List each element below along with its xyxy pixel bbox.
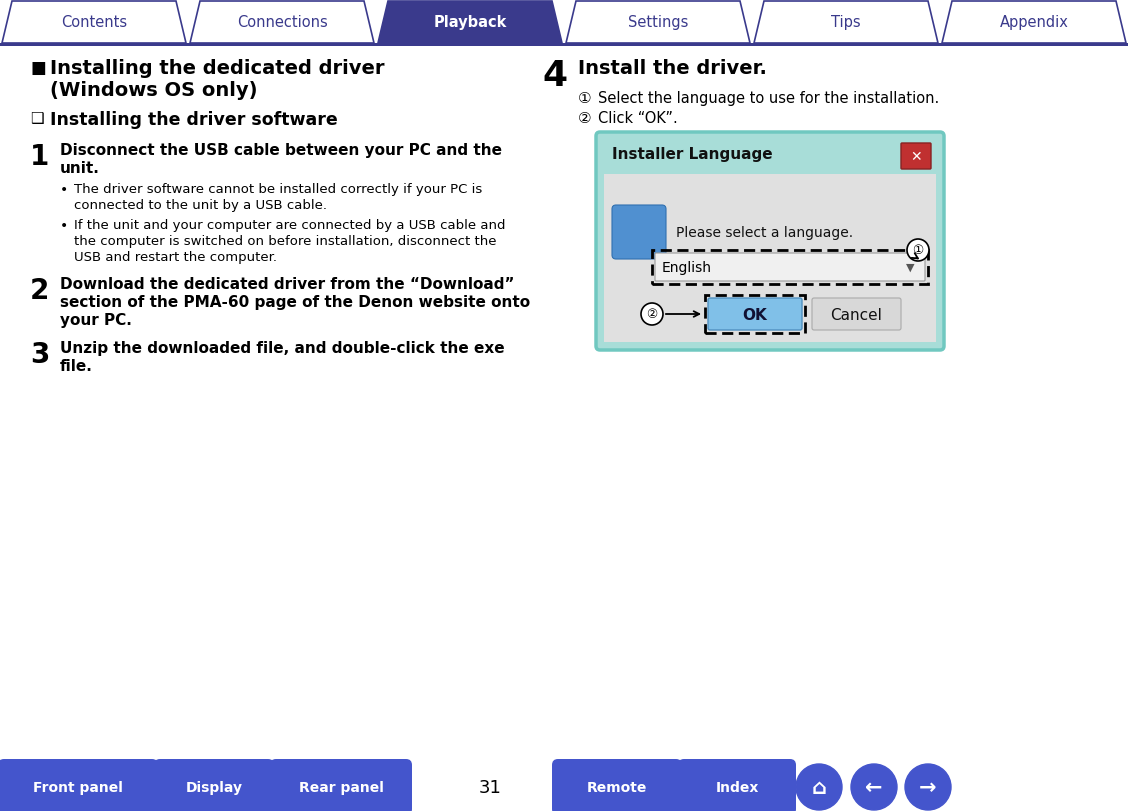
Text: Disconnect the USB cable between your PC and the: Disconnect the USB cable between your PC… xyxy=(60,143,502,158)
Circle shape xyxy=(851,764,897,810)
Text: OK: OK xyxy=(742,307,767,322)
Text: ①: ① xyxy=(578,91,591,106)
Text: English: English xyxy=(662,260,712,275)
Text: (Windows OS only): (Windows OS only) xyxy=(50,81,257,100)
Text: 1: 1 xyxy=(30,143,50,171)
Text: ②: ② xyxy=(578,111,591,126)
Text: section of the PMA-60 page of the Denon website onto: section of the PMA-60 page of the Denon … xyxy=(60,294,530,310)
Text: Installing the dedicated driver: Installing the dedicated driver xyxy=(50,59,385,78)
Text: ✕: ✕ xyxy=(910,150,922,164)
Text: •: • xyxy=(60,182,69,197)
Text: connected to the unit by a USB cable.: connected to the unit by a USB cable. xyxy=(74,199,327,212)
Text: Display: Display xyxy=(185,780,243,794)
FancyBboxPatch shape xyxy=(708,298,802,331)
FancyBboxPatch shape xyxy=(596,133,944,350)
Text: 2: 2 xyxy=(30,277,50,305)
Bar xyxy=(705,296,805,333)
Text: Appendix: Appendix xyxy=(999,15,1068,29)
Circle shape xyxy=(905,764,951,810)
FancyBboxPatch shape xyxy=(613,206,666,260)
FancyBboxPatch shape xyxy=(901,144,931,169)
Text: your PC.: your PC. xyxy=(60,312,132,328)
Polygon shape xyxy=(942,2,1126,44)
Polygon shape xyxy=(566,2,750,44)
Bar xyxy=(603,139,936,173)
Text: ⌂: ⌂ xyxy=(811,777,827,797)
Text: USB and restart the computer.: USB and restart the computer. xyxy=(74,251,277,264)
FancyBboxPatch shape xyxy=(678,759,796,811)
Circle shape xyxy=(907,240,929,262)
Bar xyxy=(0,44,1128,47)
Text: 3: 3 xyxy=(30,341,50,368)
Text: Please select a language.: Please select a language. xyxy=(676,225,853,240)
Text: Installing the driver software: Installing the driver software xyxy=(50,111,337,129)
Circle shape xyxy=(796,764,841,810)
Text: Settings: Settings xyxy=(628,15,688,29)
Text: ❑: ❑ xyxy=(30,111,44,126)
Text: ▼: ▼ xyxy=(906,263,915,272)
Text: Tips: Tips xyxy=(831,15,861,29)
Text: Install the driver.: Install the driver. xyxy=(578,59,767,78)
FancyBboxPatch shape xyxy=(552,759,682,811)
Text: ①: ① xyxy=(913,244,924,257)
FancyBboxPatch shape xyxy=(155,759,274,811)
Polygon shape xyxy=(190,2,374,44)
Text: •: • xyxy=(60,219,69,233)
Text: Rear panel: Rear panel xyxy=(299,780,384,794)
Bar xyxy=(603,175,936,342)
Bar xyxy=(652,251,928,285)
Text: Unzip the downloaded file, and double-click the exe: Unzip the downloaded file, and double-cl… xyxy=(60,341,504,355)
Text: Select the language to use for the installation.: Select the language to use for the insta… xyxy=(598,91,940,106)
Text: ■: ■ xyxy=(30,59,46,77)
Text: Contents: Contents xyxy=(61,15,127,29)
FancyBboxPatch shape xyxy=(270,759,412,811)
Text: Connections: Connections xyxy=(237,15,327,29)
Text: Front panel: Front panel xyxy=(33,780,123,794)
Text: ←: ← xyxy=(865,777,883,797)
Text: Index: Index xyxy=(715,780,759,794)
Text: 31: 31 xyxy=(478,778,502,796)
Text: Click “OK”.: Click “OK”. xyxy=(598,111,678,126)
Text: Download the dedicated driver from the “Download”: Download the dedicated driver from the “… xyxy=(60,277,514,292)
Text: The driver software cannot be installed correctly if your PC is: The driver software cannot be installed … xyxy=(74,182,483,195)
Polygon shape xyxy=(378,2,562,44)
Text: file.: file. xyxy=(60,358,92,374)
Text: If the unit and your computer are connected by a USB cable and: If the unit and your computer are connec… xyxy=(74,219,505,232)
Polygon shape xyxy=(2,2,186,44)
Text: Playback: Playback xyxy=(433,15,506,29)
Text: the computer is switched on before installation, disconnect the: the computer is switched on before insta… xyxy=(74,234,496,247)
Text: 4: 4 xyxy=(541,59,567,93)
Circle shape xyxy=(641,303,663,325)
Text: Installer Language: Installer Language xyxy=(613,148,773,162)
Text: ②: ② xyxy=(646,308,658,321)
Text: →: → xyxy=(919,777,936,797)
FancyBboxPatch shape xyxy=(0,759,158,811)
FancyBboxPatch shape xyxy=(812,298,901,331)
Text: unit.: unit. xyxy=(60,161,100,176)
Text: Remote: Remote xyxy=(587,780,647,794)
FancyBboxPatch shape xyxy=(655,254,925,281)
Text: Cancel: Cancel xyxy=(830,307,882,322)
Polygon shape xyxy=(754,2,938,44)
